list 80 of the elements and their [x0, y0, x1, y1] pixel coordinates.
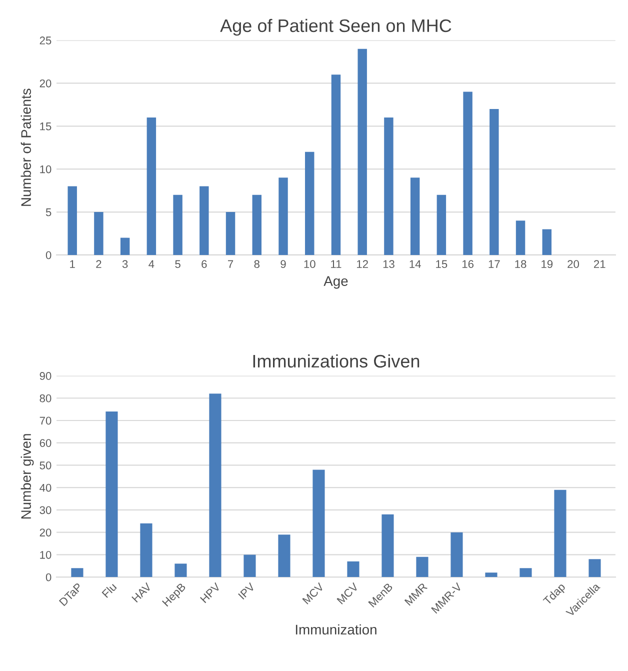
y-axis-title: Number of Patients: [20, 88, 31, 206]
bar: [450, 532, 463, 578]
bar: [331, 74, 341, 255]
x-tick-label: 4: [148, 260, 154, 268]
y-tick-label: 40: [40, 484, 52, 492]
x-tick-label: 9: [280, 260, 286, 268]
bar: [312, 470, 325, 578]
x-tick-label: 13: [383, 260, 394, 268]
x-tick-label: 11: [331, 260, 342, 268]
y-tick-label: 20: [40, 528, 52, 536]
x-tick-label: 5: [175, 260, 180, 268]
bar: [516, 220, 526, 255]
bar: [146, 118, 156, 255]
bar: [410, 178, 420, 255]
bar: [94, 212, 104, 255]
y-tick-label: 15: [40, 122, 52, 130]
x-tick-label: IPV: [238, 582, 256, 600]
bar: [416, 556, 428, 578]
y-tick-label: 70: [40, 416, 52, 425]
x-tick-label: 1: [70, 260, 75, 268]
bar: [542, 229, 552, 255]
y-tick-label: 25: [40, 36, 52, 44]
y-axis-title: Number given: [20, 434, 34, 518]
y-tick-label: 60: [40, 439, 52, 447]
x-tick-label: 16: [462, 260, 474, 268]
bar: [347, 561, 360, 578]
y-tick-label: 30: [40, 506, 52, 514]
y-tick-label: 5: [46, 208, 52, 216]
y-tick-label: 0: [46, 573, 52, 582]
x-tick-label: 21: [594, 260, 606, 268]
bar: [226, 212, 236, 255]
bar: [436, 194, 446, 255]
bar: [490, 108, 499, 255]
bar: [305, 152, 314, 255]
x-tick-label: Flu: [101, 582, 117, 598]
bar: [209, 394, 222, 578]
chart-title: Immunizations Given: [253, 354, 420, 368]
x-tick-label: 8: [254, 260, 260, 268]
bar: [463, 92, 472, 255]
bar: [520, 568, 532, 578]
bar: [278, 534, 290, 578]
x-tick-label: 12: [357, 260, 368, 268]
bar: [140, 523, 152, 578]
x-tick-label: 18: [515, 260, 526, 268]
x-tick-label: 10: [304, 260, 316, 268]
x-tick-label: 15: [436, 260, 448, 268]
bar: [174, 564, 187, 578]
x-axis-title: Immunization: [296, 624, 376, 635]
x-tick-label: 6: [202, 260, 207, 268]
x-tick-label: 7: [228, 260, 234, 268]
bar: [382, 514, 394, 578]
bar: [278, 178, 288, 255]
x-tick-label: 14: [410, 260, 421, 268]
bar: [358, 48, 367, 255]
bar: [106, 412, 118, 578]
y-tick-label: 50: [40, 461, 52, 470]
bar: [244, 554, 256, 578]
bar: [173, 194, 182, 255]
y-tick-label: 0: [46, 251, 52, 260]
bar: [384, 118, 394, 255]
y-tick-label: 10: [40, 550, 52, 559]
y-tick-label: 20: [40, 79, 52, 88]
y-tick-label: 10: [40, 165, 52, 174]
bar: [485, 572, 498, 578]
bar: [200, 186, 209, 255]
bar: [588, 559, 601, 578]
bar: [68, 186, 77, 255]
y-tick-label: 90: [40, 372, 52, 380]
bar: [71, 568, 84, 578]
x-tick-label: 17: [488, 260, 500, 268]
x-axis-title: Age: [324, 276, 348, 289]
bar: [252, 194, 262, 255]
y-tick-label: 80: [40, 394, 52, 402]
x-tick-label: 20: [568, 260, 580, 268]
x-tick-label: 2: [96, 260, 102, 268]
x-tick-label: 19: [542, 260, 553, 268]
bar: [554, 490, 566, 578]
bar: [120, 238, 130, 255]
x-tick-label: 3: [122, 260, 128, 268]
chart-title: Age of Patient Seen on MHC: [220, 18, 452, 36]
